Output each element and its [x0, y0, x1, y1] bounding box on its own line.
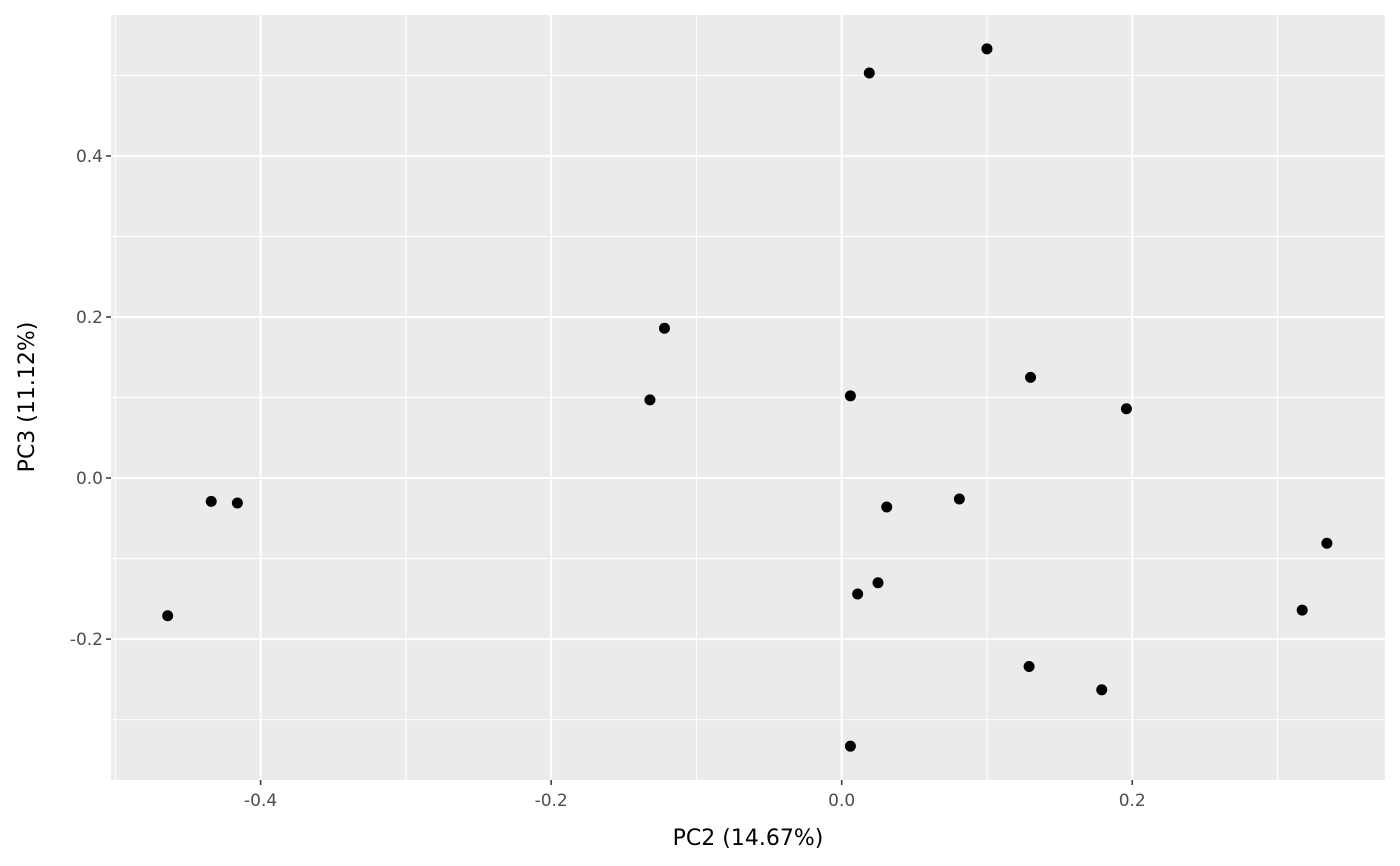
scatter-point [658, 322, 670, 334]
scatter-point [844, 740, 856, 752]
x-axis-ticks: -0.4 -0.2 0.0 0.2 [244, 780, 1146, 811]
scatter-point [1120, 403, 1132, 415]
y-axis-title: PC3 (11.12%) [15, 322, 40, 473]
y-tick-label: 0.0 [76, 469, 103, 489]
y-tick-label: 0.2 [76, 308, 103, 328]
scatter-point [863, 67, 875, 79]
scatter-point [162, 610, 174, 622]
scatter-point [644, 394, 656, 406]
scatter-point [231, 497, 243, 509]
minor-gridlines [111, 15, 1385, 780]
x-tick-label: -0.2 [535, 791, 568, 811]
x-tick-label: -0.4 [244, 791, 277, 811]
scatter-point [1321, 537, 1333, 549]
scatter-point [1025, 371, 1037, 383]
y-tick-label: 0.4 [76, 147, 103, 167]
scatter-point [953, 493, 965, 505]
scatter-point [1296, 604, 1308, 616]
scatter-point [881, 501, 893, 513]
major-gridlines [111, 15, 1385, 780]
scatter-point [844, 390, 856, 402]
x-tick-label: 0.2 [1119, 791, 1146, 811]
data-points [162, 43, 1333, 752]
y-tick-label: -0.2 [70, 630, 103, 650]
scatter-point [205, 495, 217, 507]
scatter-point [1096, 684, 1108, 696]
y-axis-ticks: -0.2 0.0 0.2 0.4 [70, 147, 111, 650]
scatter-point [852, 588, 864, 600]
x-axis-title: PC2 (14.67%) [673, 826, 824, 851]
x-tick-label: 0.0 [828, 791, 855, 811]
scatter-point [981, 43, 993, 55]
scatter-point [1023, 660, 1035, 672]
scatter-point [872, 577, 884, 589]
